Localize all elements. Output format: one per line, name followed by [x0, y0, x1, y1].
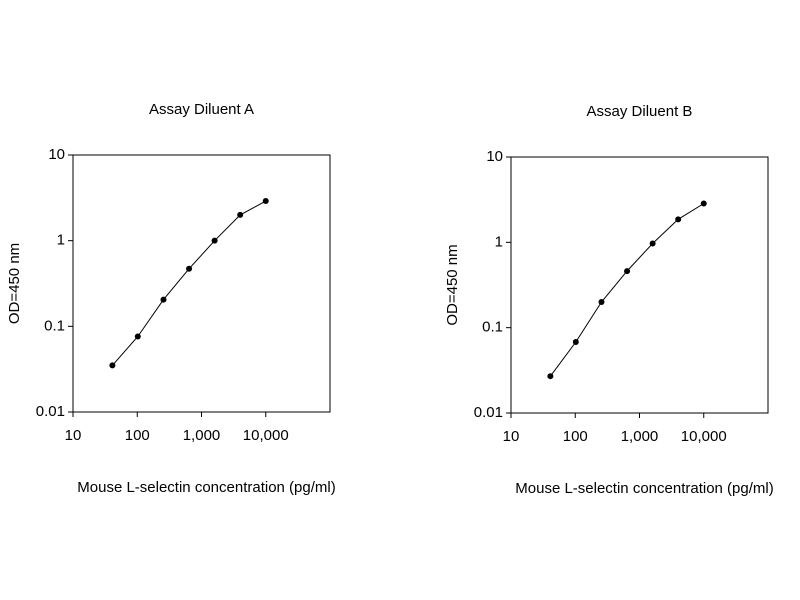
x-tick-label: 10,000	[681, 428, 727, 445]
y-tick-label: 0.1	[44, 317, 65, 334]
data-point	[547, 373, 554, 380]
x-axis-label: Mouse L-selectin concentration (pg/ml)	[515, 480, 773, 497]
chart-title: Assay Diluent A	[149, 101, 254, 118]
y-tick-label: 1	[57, 232, 65, 249]
y-tick-label: 10	[486, 148, 503, 165]
data-line	[112, 200, 267, 366]
y-tick-label: 0.01	[36, 403, 65, 420]
data-point	[700, 200, 707, 207]
chart-title: Assay Diluent B	[587, 103, 693, 120]
y-tick-label: 0.1	[482, 319, 503, 336]
x-tick-label: 10,000	[243, 427, 289, 444]
data-point	[262, 198, 269, 205]
data-point	[624, 268, 631, 275]
data-point	[598, 298, 605, 305]
data-line	[549, 203, 705, 377]
y-tick-label: 10	[48, 146, 65, 163]
plot-frame	[72, 154, 331, 413]
data-point	[675, 216, 682, 223]
x-tick-label: 100	[563, 428, 588, 445]
x-tick-label: 10	[65, 427, 82, 444]
data-point	[211, 237, 218, 244]
data-point	[186, 265, 193, 272]
y-axis-label: OD=450 nm	[6, 243, 23, 324]
data-point	[134, 333, 141, 340]
x-tick-label: 1,000	[183, 427, 221, 444]
data-point	[109, 362, 116, 369]
y-axis-label: OD=450 nm	[444, 244, 461, 325]
x-axis-label: Mouse L-selectin concentration (pg/ml)	[77, 479, 335, 496]
data-point	[572, 338, 579, 345]
x-tick-label: 1,000	[621, 428, 659, 445]
y-tick-label: 1	[495, 233, 503, 250]
data-point	[237, 211, 244, 218]
y-tick-label: 0.01	[474, 404, 503, 421]
data-point	[160, 296, 167, 303]
x-tick-label: 100	[125, 427, 150, 444]
x-tick-label: 10	[503, 428, 520, 445]
data-point	[649, 240, 656, 247]
